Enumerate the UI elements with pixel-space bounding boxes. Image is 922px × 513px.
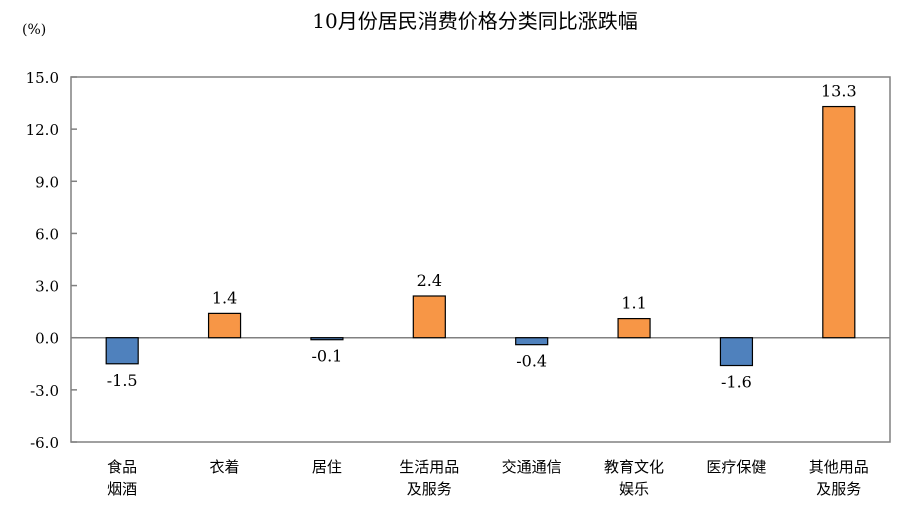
bar bbox=[412, 295, 446, 339]
bar bbox=[515, 337, 549, 346]
y-tick-label: -3.0 bbox=[30, 382, 59, 400]
bar-value-label: -0.1 bbox=[312, 346, 343, 365]
category-label: 烟酒 bbox=[107, 480, 137, 498]
bar bbox=[105, 337, 139, 365]
category-label: 医疗保健 bbox=[706, 458, 766, 476]
category-label: 交通通信 bbox=[502, 458, 562, 476]
category-label: 生活用品 bbox=[399, 458, 459, 476]
bar-value-label: -1.6 bbox=[721, 373, 752, 392]
category-label: 娱乐 bbox=[619, 480, 649, 498]
bar-value-label: -1.5 bbox=[107, 371, 138, 390]
category-label: 及服务 bbox=[816, 480, 861, 498]
category-label: 其他用品 bbox=[809, 458, 869, 476]
bar-value-label: -0.4 bbox=[516, 352, 547, 371]
y-tick-label: -6.0 bbox=[30, 434, 59, 452]
bar-value-label: 2.4 bbox=[417, 271, 442, 290]
y-tick-label: 0.0 bbox=[35, 330, 59, 348]
plot-border bbox=[70, 76, 891, 443]
bar bbox=[310, 337, 344, 341]
bar bbox=[719, 337, 754, 367]
category-label: 教育文化 bbox=[604, 458, 664, 476]
bar bbox=[617, 317, 651, 339]
category-label: 居住 bbox=[312, 458, 342, 476]
y-tick-label: 3.0 bbox=[35, 278, 59, 296]
category-label: 衣着 bbox=[210, 458, 240, 476]
unit-label: (%) bbox=[22, 22, 46, 38]
bar-value-label: 1.1 bbox=[621, 294, 646, 313]
y-tick-label: 12.0 bbox=[26, 121, 59, 139]
bar bbox=[822, 105, 856, 339]
chart-title: 10月份居民消费价格分类同比涨跌幅 bbox=[312, 9, 637, 33]
y-tick-label: 6.0 bbox=[35, 225, 59, 243]
bar-value-label: 13.3 bbox=[821, 82, 857, 101]
category-label: 及服务 bbox=[407, 480, 452, 498]
y-tick-label: 15.0 bbox=[26, 69, 59, 87]
category-label: 食品 bbox=[107, 458, 137, 476]
y-tick-label: 9.0 bbox=[35, 173, 59, 191]
bar bbox=[207, 312, 242, 339]
bar-value-label: 1.4 bbox=[212, 288, 237, 307]
